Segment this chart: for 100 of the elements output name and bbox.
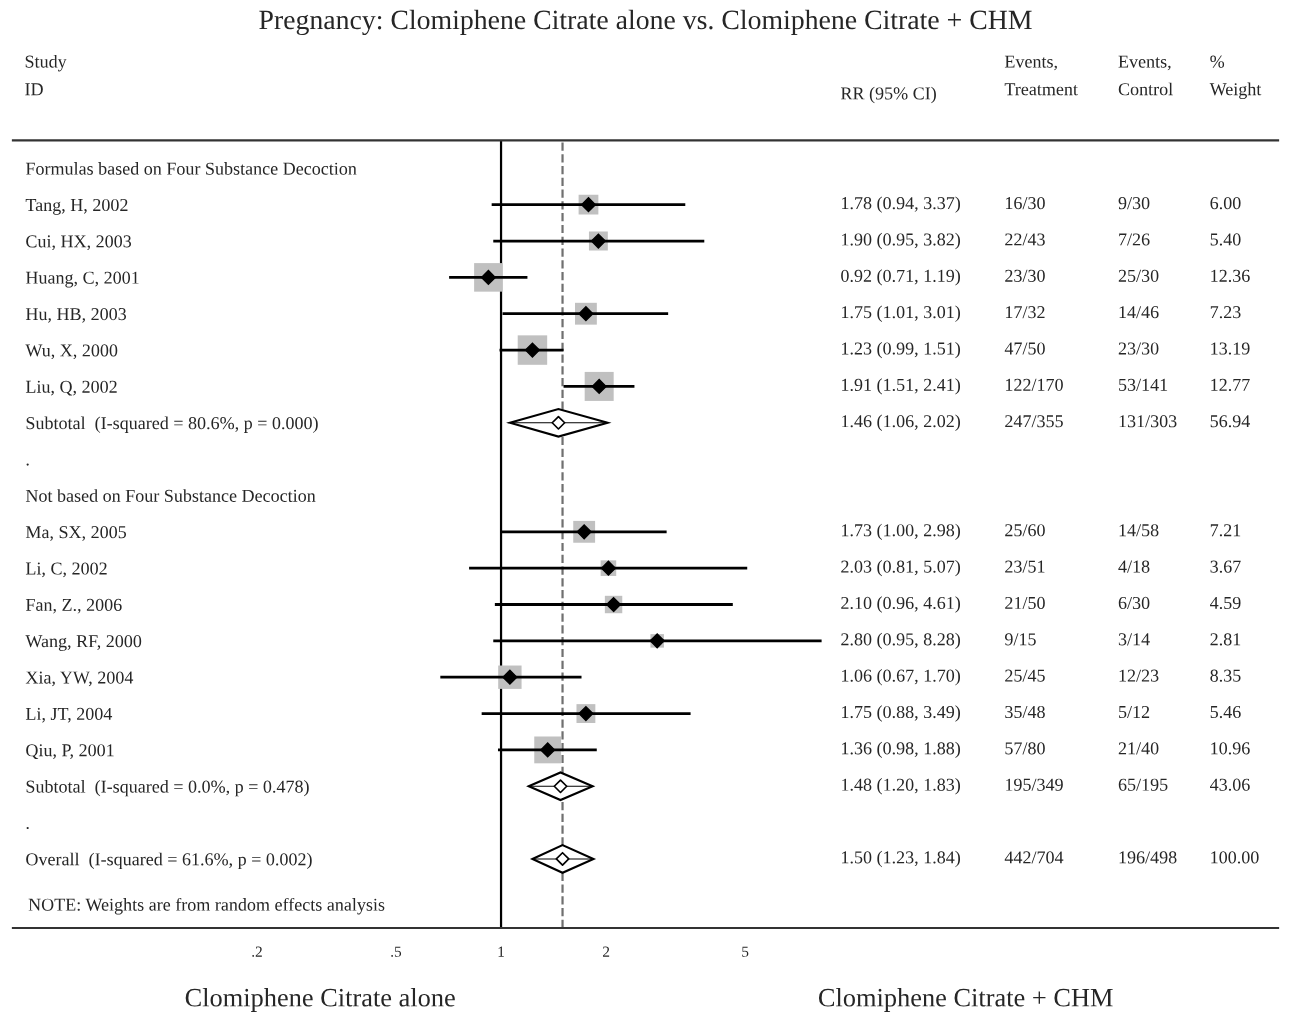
- y-tick-label: Tang, H, 2002: [25, 198, 128, 215]
- annotation: 1.75 (0.88, 3.49): [842, 705, 961, 722]
- y-tick-label: Huang, C, 2001: [25, 271, 139, 288]
- annotation: 1.48 (1.20, 1.83): [842, 778, 961, 795]
- annotation: 17/32: [1005, 306, 1045, 319]
- annotation: 53/141: [1119, 378, 1168, 391]
- y-tick-label: Overall (I-squared = 61.6%, p = 0.002): [26, 852, 312, 870]
- text: Events, Treatment: [1004, 55, 1078, 96]
- annotation: 56.94: [1210, 415, 1251, 428]
- point: [555, 851, 570, 866]
- x-tick-label: .5: [391, 946, 402, 957]
- annotation: 1.78 (0.94, 3.37): [842, 196, 961, 213]
- annotation: 65/195: [1118, 778, 1168, 791]
- y-tick-label: Liu, Q, 2002: [25, 380, 117, 396]
- annotation: 442/704: [1004, 851, 1064, 864]
- annotation: 13.19: [1211, 342, 1250, 355]
- annotation: 10.96: [1211, 742, 1250, 755]
- y-tick-label: .: [26, 463, 29, 466]
- annotation: 100.00: [1211, 851, 1259, 864]
- annotation: 12.36: [1211, 269, 1250, 282]
- annotation: 1.23 (0.99, 1.51): [842, 341, 961, 359]
- x-tick-label: .2: [252, 946, 262, 957]
- annotation: 12/23: [1119, 669, 1159, 682]
- annotation: 9/30: [1118, 197, 1150, 210]
- annotation: 1.90 (0.95, 3.82): [842, 232, 961, 250]
- point: [574, 302, 597, 325]
- annotation: 7/26: [1119, 233, 1150, 246]
- y-tick-label: Subtotal (I-squared = 80.6%, p = 0.000): [26, 416, 318, 433]
- point: [553, 779, 568, 794]
- y-tick-label: Xia, YW, 2004: [25, 671, 134, 687]
- annotation: 4.59: [1210, 596, 1241, 610]
- y-tick-label: Fan, Z., 2006: [25, 598, 122, 614]
- annotation: 35/48: [1005, 705, 1045, 719]
- annotation: 3/14: [1118, 633, 1150, 646]
- annotation: 2.03 (0.81, 5.07): [841, 559, 961, 577]
- annotation: 23/30: [1118, 342, 1159, 355]
- annotation: 21/50: [1005, 596, 1045, 610]
- annotation: 1.46 (1.06, 2.02): [842, 414, 961, 431]
- y-tick-label: Formulas based on Four Substance Decoction: [25, 162, 357, 175]
- annotation: 1.36 (0.98, 1.88): [842, 741, 961, 759]
- annotation: 2.80 (0.95, 8.28): [841, 632, 961, 650]
- annotation: 8.35: [1210, 669, 1241, 682]
- y-tick-label: Li, JT, 2004: [25, 707, 113, 723]
- annotation: 5.40: [1210, 233, 1241, 246]
- text: RR (95% CI): [840, 86, 936, 104]
- annotation: 57/80: [1005, 742, 1045, 755]
- y-tick-label: Hu, HB, 2003: [25, 307, 127, 323]
- annotation: 1.73 (1.00, 2.98): [842, 523, 961, 540]
- annotation: 47/50: [1004, 342, 1045, 355]
- annotation: 14/58: [1119, 524, 1159, 537]
- annotation: 25/60: [1005, 524, 1045, 537]
- annotation: 195/349: [1005, 778, 1063, 791]
- text: Study ID: [25, 54, 67, 96]
- annotation: 6.00: [1210, 197, 1241, 210]
- annotation: 122/170: [1005, 378, 1063, 391]
- annotation: 25/45: [1005, 669, 1045, 682]
- text: Clomiphene Citrate alone: [185, 988, 455, 1012]
- annotation: 2.10 (0.96, 4.61): [841, 596, 961, 613]
- annotation: 14/46: [1119, 306, 1159, 319]
- annotation: 3.67: [1210, 560, 1241, 573]
- y-tick-label: Not based on Four Substance Decoction: [25, 489, 316, 502]
- annotation: 43.06: [1210, 778, 1250, 791]
- y-tick-label: Cui, HX, 2003: [26, 235, 132, 251]
- annotation: 25/30: [1118, 269, 1159, 282]
- annotation: 23/51: [1005, 560, 1045, 573]
- text: Clomiphene Citrate + CHM: [818, 988, 1113, 1012]
- point: [551, 415, 566, 430]
- annotation: 1.91 (1.51, 2.41): [842, 378, 961, 395]
- annotation: 1.50 (1.23, 1.84): [842, 850, 961, 868]
- annotation: 6/30: [1118, 596, 1150, 610]
- y-tick-label: .: [26, 826, 29, 830]
- annotation: 1.75 (1.01, 3.01): [842, 305, 961, 322]
- annotation: 7.23: [1210, 306, 1241, 319]
- y-tick-label: Ma, SX, 2005: [25, 526, 127, 541]
- annotation: 23/30: [1005, 269, 1045, 282]
- x-tick-label: 5: [742, 946, 749, 957]
- annotation: 5.46: [1210, 705, 1241, 719]
- annotation: 196/498: [1119, 851, 1177, 864]
- annotation: 1.06 (0.67, 1.70): [842, 669, 961, 686]
- chart-title: Pregnancy: Clomiphene Citrate alone vs. Clomiphene Citrate + CHM: [259, 9, 1032, 36]
- x-tick-label: 1: [498, 946, 504, 957]
- text: Events, Control: [1118, 55, 1173, 96]
- y-tick-label: Wu, X, 2000: [25, 344, 118, 360]
- text: % Weight: [1209, 55, 1262, 100]
- x-tick-label: 2: [603, 946, 610, 957]
- annotation: 5/12: [1119, 705, 1150, 719]
- annotation: 131/303: [1119, 415, 1177, 428]
- annotation: 4/18: [1118, 560, 1150, 573]
- text: NOTE: Weights are from random effects analysis: [28, 897, 385, 915]
- annotation: 9/15: [1004, 633, 1036, 646]
- annotation: 247/355: [1005, 415, 1063, 428]
- annotation: 0.92 (0.71, 1.19): [841, 269, 961, 286]
- y-tick-label: Wang, RF, 2000: [25, 635, 142, 651]
- annotation: 21/40: [1118, 742, 1159, 755]
- annotation: 22/43: [1005, 233, 1045, 246]
- y-tick-label: Qiu, P, 2001: [26, 744, 114, 760]
- y-tick-label: Li, C, 2002: [25, 562, 107, 578]
- annotation: 2.81: [1210, 633, 1241, 646]
- annotation: 7.21: [1210, 524, 1241, 537]
- annotation: 16/30: [1005, 197, 1045, 210]
